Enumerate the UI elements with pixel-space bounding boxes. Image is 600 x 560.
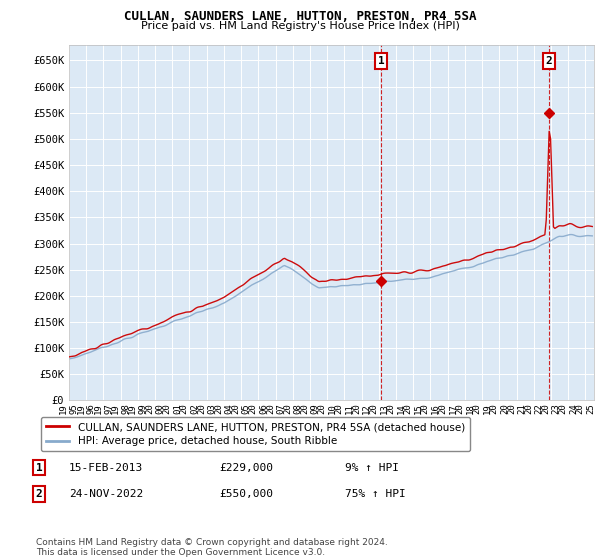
Text: 2: 2 (546, 56, 553, 66)
Text: 1: 1 (377, 56, 384, 66)
Text: 1: 1 (35, 463, 43, 473)
Text: 75% ↑ HPI: 75% ↑ HPI (345, 489, 406, 499)
Text: 24-NOV-2022: 24-NOV-2022 (69, 489, 143, 499)
Text: 2: 2 (35, 489, 43, 499)
Text: £550,000: £550,000 (219, 489, 273, 499)
Text: CULLAN, SAUNDERS LANE, HUTTON, PRESTON, PR4 5SA: CULLAN, SAUNDERS LANE, HUTTON, PRESTON, … (124, 10, 476, 22)
Text: 9% ↑ HPI: 9% ↑ HPI (345, 463, 399, 473)
Text: 15-FEB-2013: 15-FEB-2013 (69, 463, 143, 473)
Text: Price paid vs. HM Land Registry's House Price Index (HPI): Price paid vs. HM Land Registry's House … (140, 21, 460, 31)
Text: Contains HM Land Registry data © Crown copyright and database right 2024.
This d: Contains HM Land Registry data © Crown c… (36, 538, 388, 557)
Legend: CULLAN, SAUNDERS LANE, HUTTON, PRESTON, PR4 5SA (detached house), HPI: Average p: CULLAN, SAUNDERS LANE, HUTTON, PRESTON, … (41, 417, 470, 451)
Text: £229,000: £229,000 (219, 463, 273, 473)
